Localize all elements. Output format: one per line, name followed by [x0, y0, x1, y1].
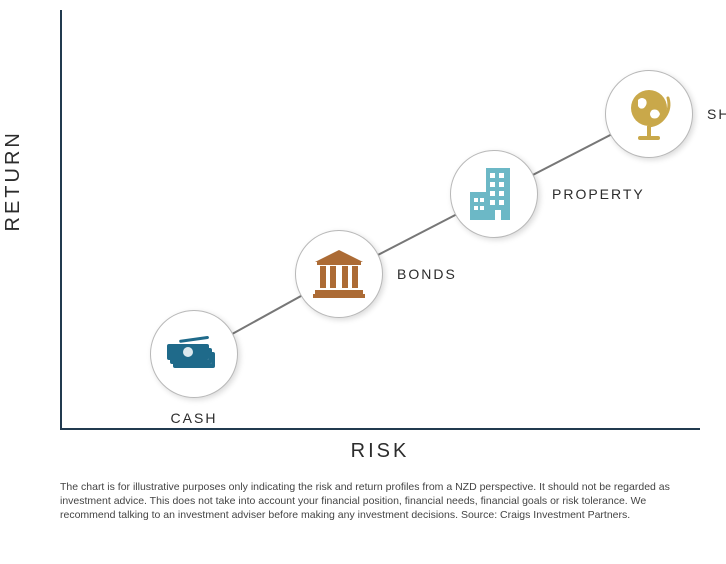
x-axis-label: RISK [60, 440, 700, 463]
x-axis [60, 428, 700, 430]
building-icon [470, 168, 518, 220]
y-axis-label: RETURN [2, 130, 25, 231]
node-bonds [295, 230, 383, 318]
node-shares [605, 70, 693, 158]
node-label-bonds: BONDS [397, 266, 457, 282]
globe-icon [624, 86, 674, 142]
disclaimer-text: The chart is for illustrative purposes o… [60, 480, 700, 523]
node-label-cash: CASH [171, 410, 218, 426]
chart-area: CASH BONDS [60, 10, 700, 430]
y-axis [60, 10, 62, 430]
cash-icon [167, 334, 221, 374]
node-cash [150, 310, 238, 398]
node-label-shares: SHARES [707, 106, 726, 122]
node-property [450, 150, 538, 238]
bank-icon [313, 250, 365, 298]
node-label-property: PROPERTY [552, 186, 645, 202]
